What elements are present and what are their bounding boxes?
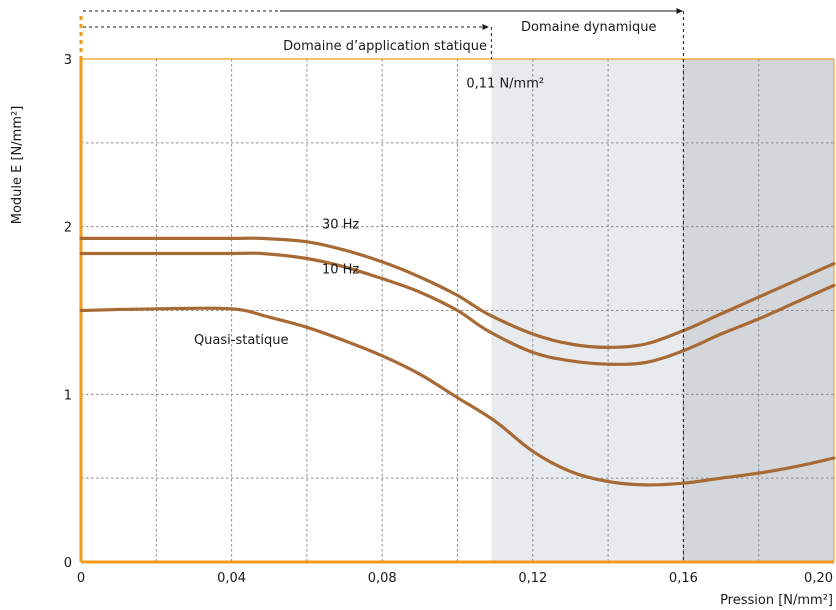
series-line [79,236,836,349]
labels: 30 Hz 10 Hz Quasi-statique 0,11 N/mm² [194,76,544,348]
tick-labels: 0 0,04 0,08 0,12 0,16 0,20 0 1 2 3 [64,53,833,586]
y-tick-label: 3 [64,53,72,68]
x-tick-label: 0 [77,571,85,586]
series-label: 30 Hz [322,217,359,232]
y-tick-label: 0 [64,556,72,571]
y-axis-title: Module E [N/mm²] [10,106,25,225]
series-label: 10 Hz [322,263,359,278]
y-tick-label: 1 [64,388,72,403]
x-tick-label: 0,16 [669,571,698,586]
dynamic-range-label: Domaine dynamique [521,20,657,35]
static-range-label: Domaine d’application statique [283,39,487,54]
y-tick-label: 2 [64,221,72,236]
series-line [79,251,836,366]
x-tick-label: 0,20 [804,571,833,586]
x-tick-label: 0,12 [518,571,547,586]
curves [79,236,836,487]
series-label: Quasi-statique [194,333,289,348]
threshold-annotation: 0,11 N/mm² [466,76,544,91]
grid-lines [81,59,834,562]
x-tick-label: 0,08 [368,571,397,586]
series-line [79,306,836,487]
x-axis-title: Pression [N/mm²] [720,593,833,608]
x-tick-label: 0,04 [217,571,246,586]
range-arrows: Domaine dynamique Domaine d’application s… [83,8,684,562]
